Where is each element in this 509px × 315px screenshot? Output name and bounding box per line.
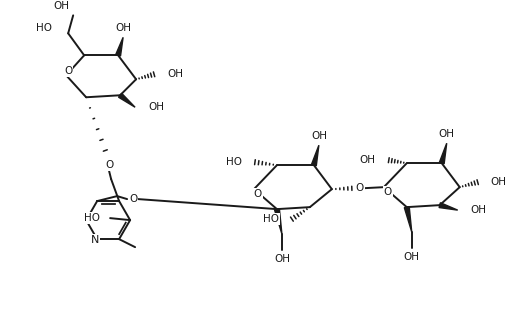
- Text: O: O: [64, 66, 72, 76]
- Text: OH: OH: [310, 131, 326, 141]
- Polygon shape: [404, 207, 411, 232]
- Polygon shape: [118, 93, 135, 107]
- Polygon shape: [311, 145, 318, 166]
- Text: O: O: [383, 187, 391, 197]
- Text: HO: HO: [225, 157, 241, 167]
- Polygon shape: [274, 209, 281, 234]
- Polygon shape: [438, 203, 457, 210]
- Text: OH: OH: [53, 1, 69, 11]
- Text: O: O: [129, 194, 137, 204]
- Text: OH: OH: [490, 177, 505, 187]
- Polygon shape: [116, 37, 123, 56]
- Text: O: O: [105, 160, 113, 170]
- Text: HO: HO: [84, 213, 100, 223]
- Text: OH: OH: [167, 69, 183, 79]
- Text: OH: OH: [273, 254, 289, 264]
- Text: HO: HO: [263, 214, 278, 224]
- Text: O: O: [355, 183, 363, 193]
- Text: O: O: [253, 189, 262, 199]
- Text: OH: OH: [403, 252, 419, 262]
- Text: OH: OH: [470, 205, 486, 215]
- Text: OH: OH: [115, 23, 131, 33]
- Text: OH: OH: [359, 155, 375, 165]
- Text: OH: OH: [438, 129, 454, 139]
- Text: OH: OH: [148, 102, 164, 112]
- Polygon shape: [438, 143, 446, 164]
- Text: N: N: [91, 235, 99, 245]
- Text: HO: HO: [36, 23, 52, 33]
